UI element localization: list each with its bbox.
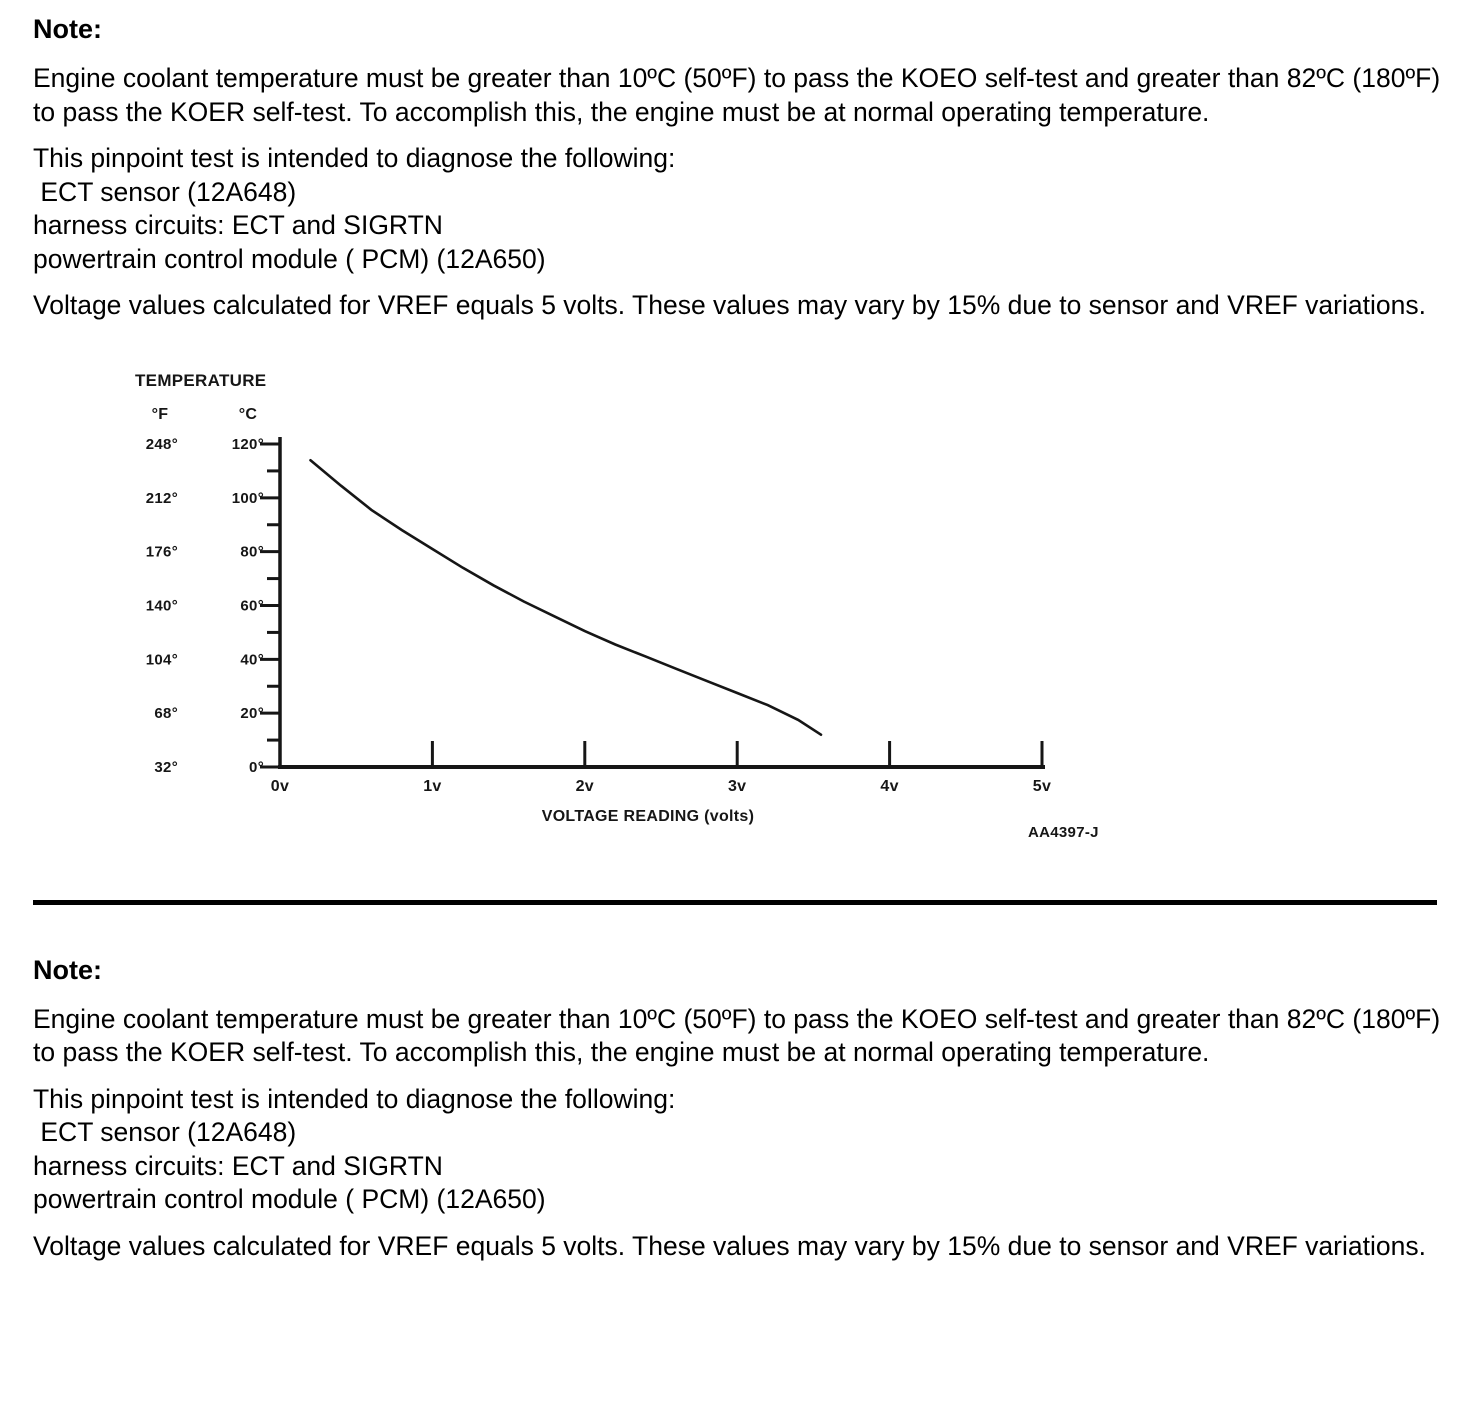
ect-voltage-temperature-chart: TEMPERATURE °F °C 248° 120° 212° 100° 176° 80° 14… bbox=[33, 369, 1193, 844]
diagnosis-item: ECT sensor (12A648) bbox=[33, 176, 297, 207]
temp-label-f: 248° bbox=[146, 436, 178, 453]
note-heading: Note: bbox=[33, 14, 102, 44]
diagnosis-list: ECT sensor (12A648) harness circuits: ECT… bbox=[33, 1116, 1442, 1217]
temp-label-c: 60° bbox=[240, 597, 264, 614]
vref-paragraph: Voltage values calculated for VREF equal… bbox=[33, 1230, 1426, 1261]
coolant-temperature-paragraph: Engine coolant temperature must be great… bbox=[33, 1003, 1441, 1068]
diagnosis-item: powertrain control module ( PCM) (12A650… bbox=[33, 243, 546, 274]
diagnosis-item: ECT sensor (12A648) bbox=[33, 1117, 297, 1147]
document-page: Note: Engine coolant temperature must be… bbox=[33, 14, 1442, 1264]
chart-title: TEMPERATURE bbox=[135, 371, 266, 390]
temp-label-f: 212° bbox=[146, 489, 178, 506]
pinpoint-intro: This pinpoint test is intended to diagno… bbox=[33, 143, 676, 173]
note-heading: Note: bbox=[33, 954, 102, 985]
diagnosis-list: ECT sensor (12A648) harness circuits: ECT… bbox=[33, 176, 1442, 277]
x-axis-title: VOLTAGE READING (volts) bbox=[542, 808, 755, 825]
celsius-header: °C bbox=[239, 406, 258, 423]
ect-chart-canvas: TEMPERATURE °F °C 248° 120° 212° 100° 176° 80° 14… bbox=[135, 371, 1099, 841]
voltage-tick-label: 3v bbox=[728, 778, 746, 795]
voltage-tick-label: 1v bbox=[423, 778, 441, 795]
diagnosis-item: powertrain control module ( PCM) (12A650… bbox=[33, 1184, 546, 1214]
section-divider bbox=[33, 899, 1437, 905]
ect-curve bbox=[309, 458, 823, 736]
temp-label-f: 104° bbox=[146, 651, 178, 668]
coolant-temperature-paragraph: Engine coolant temperature must be great… bbox=[33, 63, 1441, 127]
pinpoint-intro: This pinpoint test is intended to diagno… bbox=[33, 1083, 676, 1114]
voltage-tick-label: 5v bbox=[1033, 778, 1051, 795]
temp-label-c: 40° bbox=[240, 651, 264, 668]
note-section-bottom: Note: Engine coolant temperature must be… bbox=[33, 955, 1442, 1264]
voltage-tick-label: 4v bbox=[880, 778, 898, 795]
vref-paragraph: Voltage values calculated for VREF equal… bbox=[33, 290, 1426, 320]
temp-label-c: 80° bbox=[240, 543, 264, 560]
pinpoint-test-block: This pinpoint test is intended to diagno… bbox=[33, 142, 1442, 276]
temp-label-c: 0° bbox=[249, 759, 264, 776]
figure-code: AA4397-J bbox=[1028, 824, 1099, 841]
temp-label-f: 176° bbox=[146, 543, 178, 560]
temp-label-c: 100° bbox=[232, 489, 264, 506]
pinpoint-test-block: This pinpoint test is intended to diagno… bbox=[33, 1083, 1442, 1217]
diagnosis-item: harness circuits: ECT and SIGRTN bbox=[33, 1150, 443, 1181]
temp-label-c: 120° bbox=[232, 436, 264, 453]
temp-label-f: 32° bbox=[154, 759, 178, 776]
note-section-top: Note: Engine coolant temperature must be… bbox=[33, 14, 1442, 323]
diagnosis-item: harness circuits: ECT and SIGRTN bbox=[33, 210, 443, 240]
temp-label-c: 20° bbox=[240, 705, 264, 722]
voltage-tick-label: 0v bbox=[271, 778, 289, 795]
fahrenheit-header: °F bbox=[152, 406, 169, 423]
temp-label-f: 68° bbox=[154, 705, 178, 722]
voltage-tick-label: 2v bbox=[576, 778, 594, 795]
temp-label-f: 140° bbox=[146, 597, 178, 614]
